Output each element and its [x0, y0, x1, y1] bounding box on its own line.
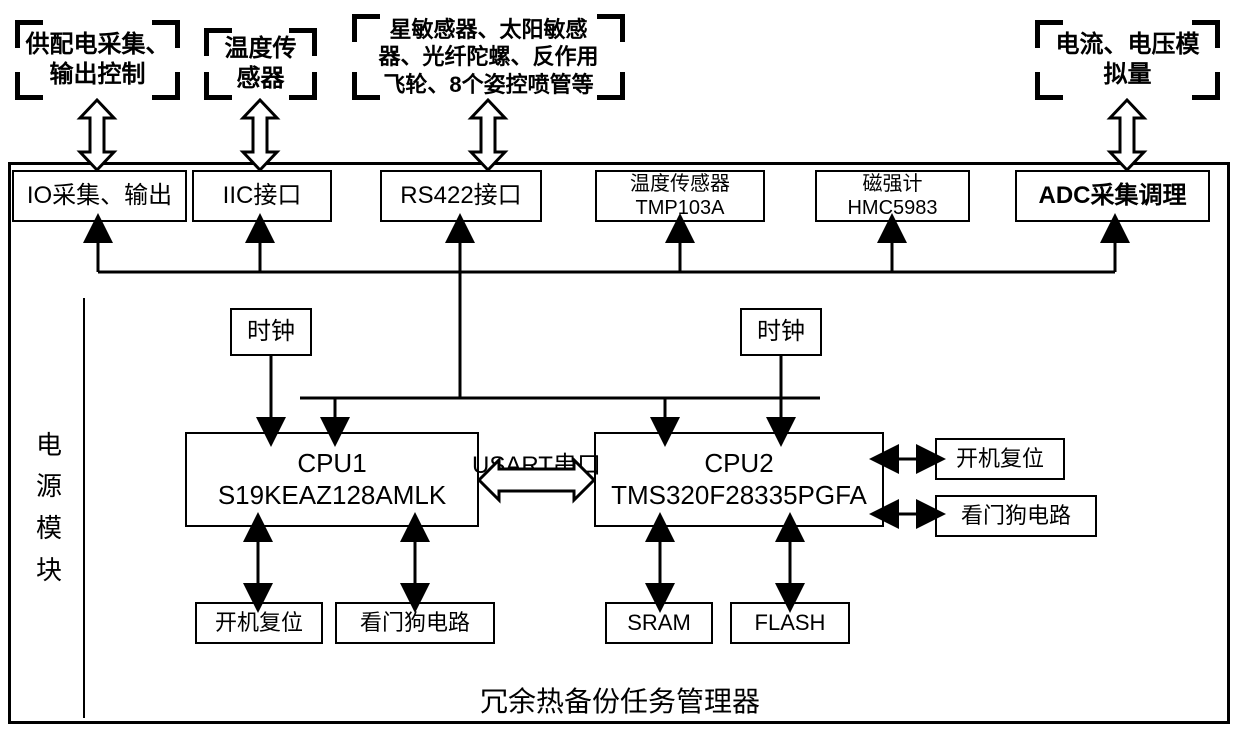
diagram-root: 供配电采集、 输出控制温度传 感器 星敏感器、太阳敏感 器、光纤陀螺、反作用 飞轮…: [0, 0, 1239, 732]
clk1: 时钟: [230, 308, 312, 356]
cpu1-boot: 开机复位: [195, 602, 323, 644]
footer-title: 冗余热备份任务管理器: [400, 680, 840, 720]
flash: FLASH: [730, 602, 850, 644]
iface-tmp-label: 温度传感器 TMP103A: [630, 172, 730, 220]
iface-rs422-label: RS422接口: [400, 182, 521, 211]
usart-label: USART串口: [467, 445, 607, 480]
iface-adc: ADC采集调理: [1015, 170, 1210, 222]
cpu2-wdg: 看门狗电路: [935, 495, 1097, 537]
iface-adc-label: ADC采集调理: [1039, 182, 1187, 211]
iface-tmp: 温度传感器 TMP103A: [595, 170, 765, 222]
ext-analog: 电流、电压模 拟量: [1035, 20, 1220, 100]
power-module-label: 电 源 模 块: [36, 425, 62, 591]
cpu2-wdg-label: 看门狗电路: [961, 503, 1071, 529]
flash-label: FLASH: [755, 610, 826, 636]
iface-rs422: RS422接口: [380, 170, 542, 222]
ext-power-io: 供配电采集、 输出控制: [15, 20, 180, 100]
sram-label: SRAM: [627, 610, 691, 636]
iface-iic-label: IIC接口: [223, 182, 302, 211]
sram: SRAM: [605, 602, 713, 644]
cpu1-wdg-label: 看门狗电路: [360, 610, 470, 636]
iface-io-label: IO采集、输出: [27, 182, 172, 211]
cpu1-wdg: 看门狗电路: [335, 602, 495, 644]
ext-temp: 温度传 感器: [204, 28, 317, 100]
clk2-label: 时钟: [757, 318, 805, 347]
ext-analog-label: 电流、电压模 拟量: [1056, 30, 1200, 90]
iface-mag-label: 磁强计 HMC5983: [847, 172, 937, 220]
iface-io: IO采集、输出: [12, 170, 187, 222]
cpu2-label: CPU2 TMS320F28335PGFA: [611, 448, 867, 510]
iface-iic: IIC接口: [192, 170, 332, 222]
ext-temp-label: 温度传 感器: [225, 34, 297, 94]
iface-mag: 磁强计 HMC5983: [815, 170, 970, 222]
cpu2-boot: 开机复位: [935, 438, 1065, 480]
clk1-label: 时钟: [247, 318, 295, 347]
cpu2: CPU2 TMS320F28335PGFA: [594, 432, 884, 527]
ext-sensors-label: 星敏感器、太阳敏感 器、光纤陀螺、反作用 飞轮、8个姿控喷管等: [378, 16, 598, 99]
cpu1-label: CPU1 S19KEAZ128AMLK: [218, 448, 446, 510]
clk2: 时钟: [740, 308, 822, 356]
cpu1: CPU1 S19KEAZ128AMLK: [185, 432, 479, 527]
cpu2-boot-label: 开机复位: [956, 446, 1044, 472]
ext-sensors: 星敏感器、太阳敏感 器、光纤陀螺、反作用 飞轮、8个姿控喷管等: [352, 14, 625, 100]
cpu1-boot-label: 开机复位: [215, 610, 303, 636]
power-module: 电 源 模 块: [15, 298, 85, 718]
ext-power-io-label: 供配电采集、 输出控制: [26, 30, 170, 90]
